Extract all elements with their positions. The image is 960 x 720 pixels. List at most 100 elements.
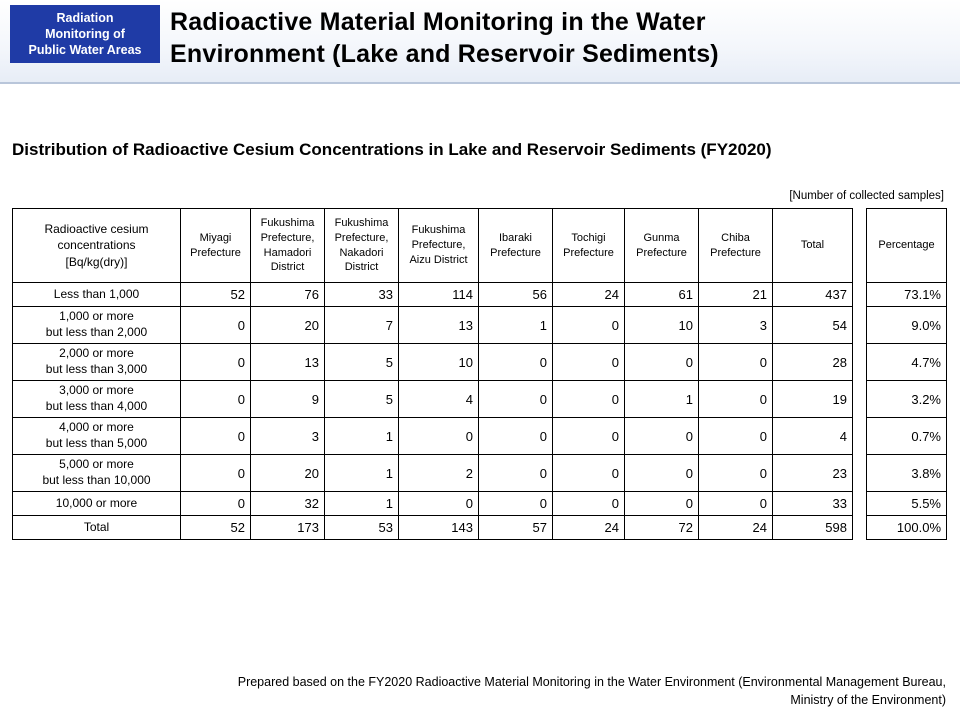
cell: 7 <box>324 306 399 344</box>
cell: 52 <box>180 282 251 307</box>
cell: 0 <box>552 454 625 492</box>
cell: 0 <box>398 417 479 455</box>
percentage-header-row: Percentage <box>866 208 947 283</box>
percentage-row: 100.0% <box>866 515 947 540</box>
table-row-5000-10000: 5,000 or more but less than 10,000 0 20 … <box>12 454 853 492</box>
cell: 57 <box>478 515 553 540</box>
program-badge: Radiation Monitoring of Public Water Are… <box>10 5 160 63</box>
row-label: 10,000 or more <box>12 491 181 516</box>
cell: 0 <box>398 491 479 516</box>
cell: 114 <box>398 282 479 307</box>
cell: 0 <box>624 491 699 516</box>
cell: 53 <box>324 515 399 540</box>
cell: 1 <box>324 454 399 492</box>
cell: 32 <box>250 491 325 516</box>
cell: 0 <box>180 343 251 381</box>
cell: 0 <box>180 380 251 418</box>
cell: 72 <box>624 515 699 540</box>
cell: 33 <box>324 282 399 307</box>
percentage-row: 3.8% <box>866 454 947 492</box>
cell: 33 <box>772 491 853 516</box>
percentage-row: 9.0% <box>866 306 947 344</box>
table-row-4000-5000: 4,000 or more but less than 5,000 0 3 1 … <box>12 417 853 455</box>
cell: 0 <box>624 343 699 381</box>
cell: 56 <box>478 282 553 307</box>
column-header-fukushima-nakadori: Fukushima Prefecture, Nakadori District <box>324 208 399 283</box>
column-header-fukushima-aizu: Fukushima Prefecture, Aizu District <box>398 208 479 283</box>
table-row-less-1000: Less than 1,000 52 76 33 114 56 24 61 21… <box>12 282 853 307</box>
cell: 0 <box>552 380 625 418</box>
cell: 24 <box>698 515 773 540</box>
percentage-cell: 0.7% <box>866 417 947 455</box>
cell: 0 <box>624 454 699 492</box>
column-header-fukushima-hamadori: Fukushima Prefecture, Hamadori District <box>250 208 325 283</box>
cell: 0 <box>698 343 773 381</box>
cell: 0 <box>478 417 553 455</box>
cell: 0 <box>478 380 553 418</box>
cell: 10 <box>624 306 699 344</box>
column-header-ibaraki: Ibaraki Prefecture <box>478 208 553 283</box>
column-header-percentage: Percentage <box>866 208 947 283</box>
cell: 21 <box>698 282 773 307</box>
cell: 76 <box>250 282 325 307</box>
percentage-cell: 73.1% <box>866 282 947 307</box>
cell: 9 <box>250 380 325 418</box>
table-row-2000-3000: 2,000 or more but less than 3,000 0 13 5… <box>12 343 853 381</box>
row-label: 5,000 or more but less than 10,000 <box>12 454 181 492</box>
cell: 173 <box>250 515 325 540</box>
source-note: Prepared based on the FY2020 Radioactive… <box>237 674 946 708</box>
row-label: Less than 1,000 <box>12 282 181 307</box>
cell: 3 <box>250 417 325 455</box>
table-row-total: Total 52 173 53 143 57 24 72 24 598 <box>12 515 853 540</box>
cell: 5 <box>324 380 399 418</box>
cell: 0 <box>552 343 625 381</box>
cell: 0 <box>552 491 625 516</box>
cell: 24 <box>552 282 625 307</box>
cell: 0 <box>698 380 773 418</box>
percentage-cell: 4.7% <box>866 343 947 381</box>
table-title: Distribution of Radioactive Cesium Conce… <box>12 140 772 159</box>
cell: 1 <box>324 417 399 455</box>
cell: 54 <box>772 306 853 344</box>
cell: 4 <box>772 417 853 455</box>
header-band: Radiation Monitoring of Public Water Are… <box>0 0 960 84</box>
cell: 52 <box>180 515 251 540</box>
table-row-3000-4000: 3,000 or more but less than 4,000 0 9 5 … <box>12 380 853 418</box>
column-header-gunma: Gunma Prefecture <box>624 208 699 283</box>
cell: 4 <box>398 380 479 418</box>
cell: 13 <box>250 343 325 381</box>
page-title: Radioactive Material Monitoring in the W… <box>170 8 719 68</box>
percentage-cell: 5.5% <box>866 491 947 516</box>
percentage-cell: 3.2% <box>866 380 947 418</box>
percentage-row: 73.1% <box>866 282 947 307</box>
cell: 0 <box>180 491 251 516</box>
column-header-miyagi: Miyagi Prefecture <box>180 208 251 283</box>
cell: 1 <box>624 380 699 418</box>
column-header-chiba: Chiba Prefecture <box>698 208 773 283</box>
cell: 598 <box>772 515 853 540</box>
row-label: Total <box>12 515 181 540</box>
row-label: 1,000 or more but less than 2,000 <box>12 306 181 344</box>
percentage-row: 5.5% <box>866 491 947 516</box>
column-header-total: Total <box>772 208 853 283</box>
cell: 0 <box>180 417 251 455</box>
table-row-1000-2000: 1,000 or more but less than 2,000 0 20 7… <box>12 306 853 344</box>
cell: 5 <box>324 343 399 381</box>
cell: 0 <box>478 491 553 516</box>
cell: 13 <box>398 306 479 344</box>
concentration-table: Radioactive cesium concentrations [Bq/kg… <box>12 208 853 540</box>
percentage-row: 4.7% <box>866 343 947 381</box>
percentage-cell: 100.0% <box>866 515 947 540</box>
percentage-row: 0.7% <box>866 417 947 455</box>
cell: 1 <box>324 491 399 516</box>
percentage-row: 3.2% <box>866 380 947 418</box>
percentage-cell: 9.0% <box>866 306 947 344</box>
cell: 0 <box>698 417 773 455</box>
cell: 0 <box>180 454 251 492</box>
cell: 2 <box>398 454 479 492</box>
samples-note: [Number of collected samples] <box>789 190 944 202</box>
cell: 1 <box>478 306 553 344</box>
cell: 0 <box>552 306 625 344</box>
row-label: 2,000 or more but less than 3,000 <box>12 343 181 381</box>
